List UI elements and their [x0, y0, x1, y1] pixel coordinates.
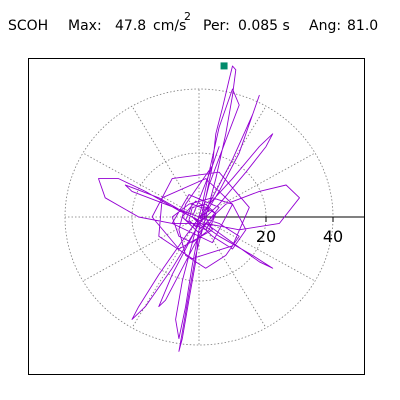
max-value: 47.8 — [115, 18, 147, 34]
grid-spoke-300 — [198, 216, 267, 329]
max-unit-exponent: 2 — [184, 10, 191, 23]
plot-frame: 20 40 — [28, 58, 365, 375]
motion-trace — [98, 65, 300, 352]
grid-spoke-240 — [131, 216, 200, 329]
max-unit: cm/s — [153, 18, 187, 34]
grid-spoke-330 — [198, 216, 316, 282]
grid-spoke-150 — [82, 152, 200, 218]
polar-plot: 20 40 — [64, 62, 364, 352]
radial-tick-label-20: 20 — [256, 227, 276, 246]
peak-marker — [220, 62, 228, 70]
max-label: Max: — [68, 18, 102, 34]
header-bar: SCOH Max: 47.8 cm/s 2 Per: 0.085 s Ang: … — [0, 8, 400, 38]
period-label: Per: — [203, 18, 230, 34]
angle-value: 81.0 — [347, 18, 379, 34]
grid-spoke-120 — [131, 105, 200, 218]
period-value: 0.085 s — [238, 18, 290, 34]
grid-spoke-30 — [198, 152, 316, 218]
angle-label: Ang: — [309, 18, 342, 34]
radial-tick-label-40: 40 — [323, 227, 343, 246]
station-code: SCOH — [8, 18, 49, 34]
